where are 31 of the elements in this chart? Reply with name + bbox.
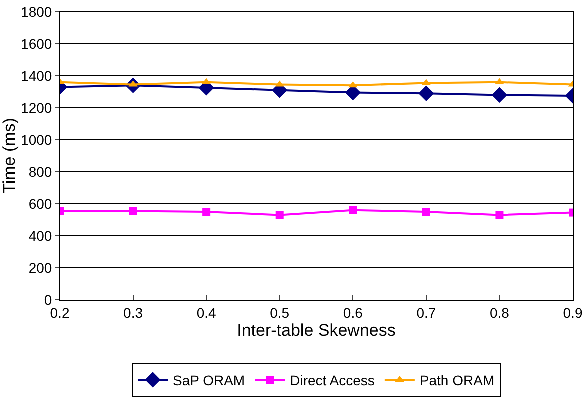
x-axis-title: Inter-table Skewness (237, 321, 396, 340)
y-tick-label: 0 (44, 292, 52, 308)
point (276, 211, 284, 220)
point (129, 207, 138, 216)
y-tick-label: 1400 (21, 68, 52, 84)
x-tick-label: 0.7 (416, 304, 436, 321)
x-tick-label: 0.4 (196, 304, 217, 321)
y-tick-label: 400 (28, 228, 52, 244)
y-tick-label: 800 (28, 164, 52, 180)
y-tick-label: 600 (28, 196, 52, 212)
y-tick-label: 200 (28, 260, 52, 276)
y-tick-label: 1800 (21, 4, 52, 20)
point (496, 211, 504, 220)
y-axis-title: Time (ms) (0, 118, 19, 194)
x-tick-label: 0.3 (124, 304, 144, 321)
y-tick-label: 1000 (21, 132, 52, 148)
point (418, 86, 434, 102)
legend-label: Direct Access (290, 372, 375, 388)
x-tick-label: 0.2 (50, 304, 70, 321)
x-tick-label: 0.6 (343, 304, 364, 321)
point (422, 208, 430, 216)
legend-label: Path ORAM (420, 372, 495, 388)
point (202, 208, 211, 216)
legend-label: SaP ORAM (173, 372, 246, 388)
x-tick-label: 0.8 (490, 304, 510, 321)
y-tick-label: 1200 (21, 100, 52, 116)
y-tick-label: 1600 (21, 36, 52, 52)
point (492, 87, 508, 103)
x-tick-label: 0.9 (563, 304, 583, 321)
x-tick-label: 0.5 (270, 304, 290, 321)
point (349, 206, 358, 214)
